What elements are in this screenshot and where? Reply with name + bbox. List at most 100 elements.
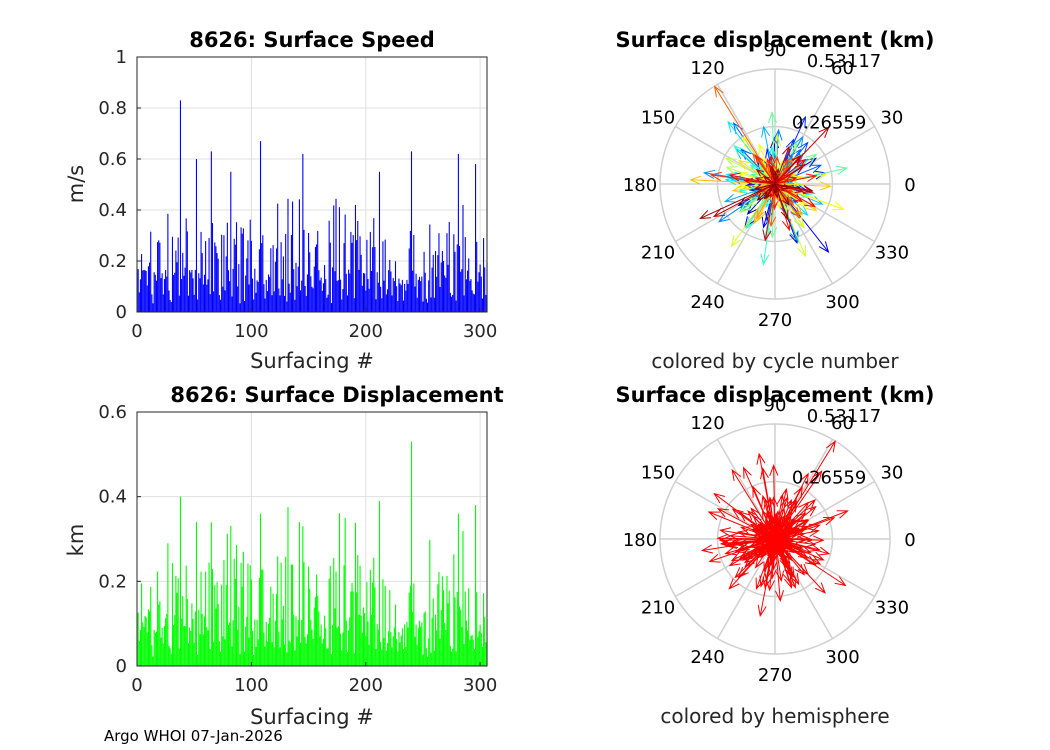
polar-hemisphere-title: Surface displacement (km): [615, 383, 934, 407]
polar-cycle-angle-label: 270: [758, 310, 792, 331]
polar-cycle-radius-label: 0.26559: [792, 113, 866, 134]
polar-cycle-chart: Surface displacement (km) 0 30 60 90 120 150 1…: [615, 28, 934, 373]
polar-cycle-arrow: [713, 85, 776, 185]
displacement-ytick-label: 0.6: [98, 402, 127, 423]
polar-hemisphere-angle-label: 60: [831, 413, 854, 434]
polar-cycle-arrow: [753, 183, 776, 191]
polar-hemisphere-arrow: [774, 514, 786, 540]
polar-cycle-arrow: [689, 175, 776, 185]
polar-cycle-caption: colored by cycle number: [651, 349, 899, 373]
polar-hemisphere-caption: colored by hemisphere: [660, 704, 889, 728]
speed-ytick-label: 0.2: [98, 251, 127, 272]
polar-cycle-arrows: [689, 85, 849, 266]
polar-hemisphere-angle-label: 150: [641, 463, 675, 484]
polar-hemisphere-arrow: [750, 507, 776, 540]
displacement-chart: 8626: Surface Displacement 0 100 200 300 0 0.…: [64, 383, 504, 729]
polar-cycle-arrow: [772, 170, 778, 185]
displacement-ticks: 0 100 200 300 0 0.2 0.4 0.6: [98, 402, 497, 696]
polar-cycle-angle-label: 180: [623, 175, 657, 196]
polar-cycle-arrow: [754, 177, 776, 185]
polar-cycle-angle-label: 60: [831, 58, 854, 79]
polar-hemisphere-radius-label: 0.53117: [807, 406, 881, 427]
displacement-axes-box: [136, 411, 488, 667]
polar-cycle-radius-label: 0.53117: [807, 51, 881, 72]
polar-hemisphere-arrow: [774, 512, 807, 540]
polar-hemisphere-angle-label: 300: [825, 647, 859, 668]
polar-cycle-arrow: [774, 183, 789, 221]
speed-xtick-label: 300: [463, 321, 497, 342]
displacement-xtick-label: 100: [234, 675, 268, 696]
polar-hemisphere-arrow: [774, 538, 790, 544]
polar-hemisphere-arrow: [743, 466, 776, 540]
footer-credit: Argo WHOI 07-Jan-2026: [104, 727, 283, 745]
polar-hemisphere-arrow: [708, 538, 776, 563]
polar-hemisphere-labels: 0 30 60 90 120 150 180 210 240 270 300 330 0.26559 0.…: [623, 395, 916, 686]
polar-cycle-arrow: [774, 183, 786, 192]
polar-hemisphere-arrow: [740, 538, 776, 557]
polar-hemisphere-arrow: [756, 533, 776, 540]
polar-cycle-title: Surface displacement (km): [615, 28, 934, 52]
polar-hemisphere-arrow: [716, 508, 776, 540]
polar-hemisphere-arrow: [774, 536, 787, 542]
polar-hemisphere-radius-label: 0.26559: [792, 468, 866, 489]
speed-ytick-label: 1: [116, 47, 127, 68]
polar-cycle-angle-label: 120: [690, 58, 724, 79]
polar-cycle-arrow: [765, 183, 776, 200]
polar-cycle-angle-label: 0: [904, 175, 915, 196]
polar-hemisphere-angle-label: 240: [690, 647, 724, 668]
polar-hemisphere-arrows: [700, 440, 849, 618]
speed-ytick-label: 0.4: [98, 200, 127, 221]
polar-hemisphere-arrow: [774, 538, 809, 559]
polar-hemisphere-arrow: [771, 526, 778, 540]
polar-hemisphere-arrow: [774, 538, 806, 576]
polar-cycle-arrow: [774, 163, 806, 185]
speed-bars: [137, 100, 488, 312]
polar-hemisphere-angle-label: 30: [880, 463, 903, 484]
polar-cycle-angle-label: 30: [880, 108, 903, 129]
polar-cycle-arrow: [762, 183, 776, 242]
polar-hemisphere-arrow: [725, 538, 776, 549]
polar-cycle-arrow: [728, 172, 776, 185]
polar-cycle-angle-label: 150: [641, 108, 675, 129]
polar-hemisphere-arrow: [753, 525, 776, 540]
speed-xtick-label: 200: [349, 321, 383, 342]
polar-cycle-arrow: [762, 175, 776, 185]
displacement-xtick-label: 0: [131, 675, 142, 696]
polar-hemisphere-angle-label: 330: [875, 598, 909, 619]
speed-ytick-label: 0: [116, 302, 127, 323]
speed-ytick-label: 0.6: [98, 149, 127, 170]
polar-hemisphere-chart: Surface displacement (km) 0 30 60 90 120 150 1…: [615, 383, 934, 728]
polar-cycle-angle-label: 330: [875, 243, 909, 264]
polar-hemisphere-angle-label: 180: [623, 530, 657, 551]
speed-chart: 8626: Surface Speed 0 100 200 300 0 0.2 0.4 0.6…: [64, 28, 497, 373]
polar-cycle-angle-label: 300: [825, 292, 859, 313]
polar-cycle-arrow: [774, 176, 798, 185]
speed-ticks: 0 100 200 300 0 0.2 0.4 0.6 0.8 1: [98, 47, 497, 342]
speed-xtick-label: 0: [131, 321, 142, 342]
polar-hemisphere-angle-label: 0: [904, 530, 915, 551]
displacement-ylabel: km: [64, 524, 88, 557]
displacement-title: 8626: Surface Displacement: [170, 383, 503, 407]
polar-cycle-arrow: [774, 183, 790, 207]
polar-cycle-arrow: [772, 183, 778, 196]
displacement-xlabel: Surfacing #: [250, 705, 374, 729]
polar-cycle-angle-label: 240: [690, 292, 724, 313]
polar-cycle-labels: 0 30 60 90 120 150 180 210 240 270 300 330 0.26559 0.…: [623, 40, 916, 331]
displacement-bars: [137, 441, 488, 666]
displacement-ytick-label: 0.2: [98, 571, 127, 592]
polar-cycle-arrow: [743, 177, 776, 185]
polar-cycle-arrow: [774, 173, 818, 185]
speed-xlabel: Surfacing #: [250, 349, 374, 373]
polar-cycle-arrow: [774, 158, 789, 185]
polar-cycle-arrow: [699, 183, 776, 219]
polar-hemisphere-angle-label: 210: [641, 598, 675, 619]
polar-hemisphere-arrow: [716, 533, 776, 543]
polar-cycle-arrow: [712, 183, 776, 218]
speed-ylabel: m/s: [64, 165, 88, 203]
speed-title: 8626: Surface Speed: [189, 28, 435, 52]
polar-hemisphere-angle-label: 270: [758, 665, 792, 686]
polar-hemisphere-angle-label: 120: [690, 413, 724, 434]
displacement-xtick-label: 300: [463, 675, 497, 696]
polar-cycle-arrow: [774, 183, 791, 190]
polar-hemisphere-arrow: [713, 492, 776, 540]
